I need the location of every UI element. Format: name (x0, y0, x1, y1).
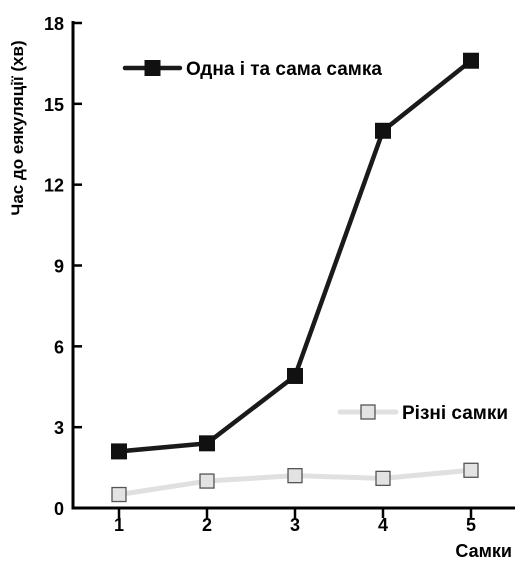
data-point (463, 52, 479, 69)
y-tick-label: 6 (54, 337, 64, 357)
axes (71, 21, 515, 510)
legend-entry: Одна і та сама самка (122, 59, 382, 80)
y-axis-title: Час до еякуляції (хв) (8, 40, 27, 215)
y-tick-label: 9 (54, 257, 64, 277)
x-tick-label: 2 (202, 515, 212, 535)
data-point (111, 486, 127, 503)
y-tick-label: 3 (54, 418, 64, 438)
data-point (287, 367, 303, 384)
data-point (199, 435, 215, 452)
data-point (111, 443, 127, 460)
x-axis-title: Самки (455, 541, 512, 561)
y-tick-label: 0 (54, 499, 64, 519)
data-point (375, 470, 391, 487)
legend-label: Одна і та сама самка (186, 59, 382, 80)
x-tick-label: 1 (114, 515, 124, 535)
data-point (199, 473, 215, 489)
x-tick-label: 5 (466, 515, 476, 535)
y-tick-label: 15 (44, 95, 64, 115)
legend-label: Різні самки (402, 403, 508, 424)
legend-marker (360, 404, 376, 420)
y-tick-label: 18 (44, 14, 64, 34)
data-point (375, 122, 391, 139)
y-tick-label: 12 (44, 176, 64, 196)
x-tick-label: 4 (378, 515, 388, 535)
series-1 (111, 52, 479, 460)
data-point (463, 462, 479, 478)
legend-marker (144, 60, 161, 76)
series-line (116, 58, 474, 454)
legend: Одна і та сама самка Різні самки (122, 59, 508, 424)
legend-entry: Різні самки (337, 403, 508, 424)
x-tick-label: 3 (290, 515, 300, 535)
series (111, 52, 479, 503)
data-point (287, 468, 303, 484)
series-2 (111, 462, 479, 503)
